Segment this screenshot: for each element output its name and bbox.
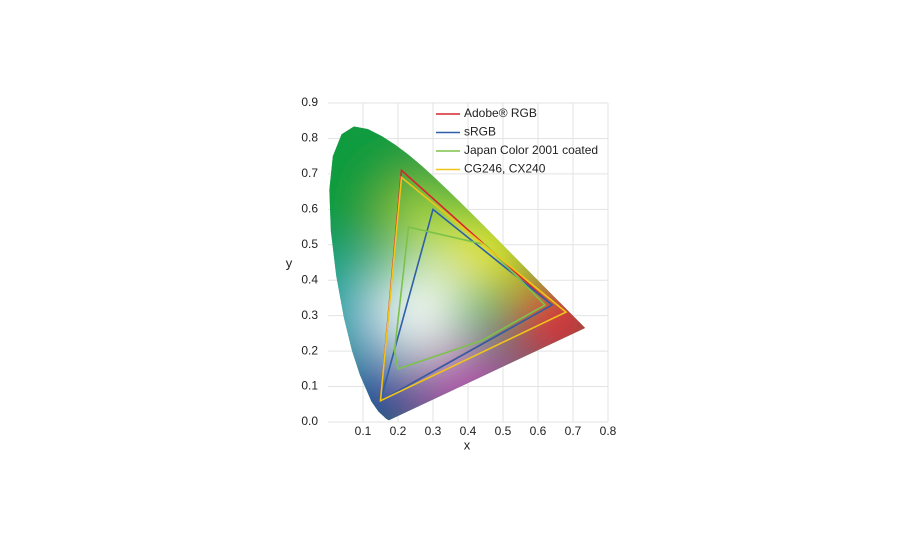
- y-tick-label: 0.3: [301, 308, 318, 322]
- gamut-polygon: [379, 207, 554, 403]
- x-tick-label: 0.3: [425, 424, 442, 438]
- legend-label: CG246, CX240: [464, 162, 546, 176]
- x-tick-label: 0.5: [495, 424, 512, 438]
- legend-label: Adobe® RGB: [464, 106, 537, 120]
- x-tick-label: 0.2: [390, 424, 407, 438]
- y-tick-label: 0.1: [301, 379, 318, 393]
- y-tick-label: 0.8: [301, 131, 318, 145]
- legend-label: Japan Color 2001 coated: [464, 143, 598, 157]
- y-axis-label: y: [286, 255, 293, 270]
- x-tick-label: 0.7: [565, 424, 582, 438]
- gamut-polygon: [393, 226, 547, 370]
- y-tick-label: 0.9: [301, 95, 318, 109]
- y-tick-label: 0.2: [301, 343, 318, 357]
- x-tick-label: 0.1: [355, 424, 372, 438]
- y-tick-label: 0.0: [301, 414, 318, 428]
- y-tick-label: 0.5: [301, 237, 318, 251]
- legend-label: sRGB: [464, 125, 496, 139]
- x-tick-label: 0.6: [530, 424, 547, 438]
- x-axis-label: x: [464, 437, 471, 452]
- y-tick-label: 0.4: [301, 272, 318, 286]
- x-tick-label: 0.4: [460, 424, 477, 438]
- y-tick-label: 0.6: [301, 202, 318, 216]
- y-tick-label: 0.7: [301, 166, 318, 180]
- gamut-polygon: [379, 175, 568, 403]
- x-tick-label: 0.8: [600, 424, 617, 438]
